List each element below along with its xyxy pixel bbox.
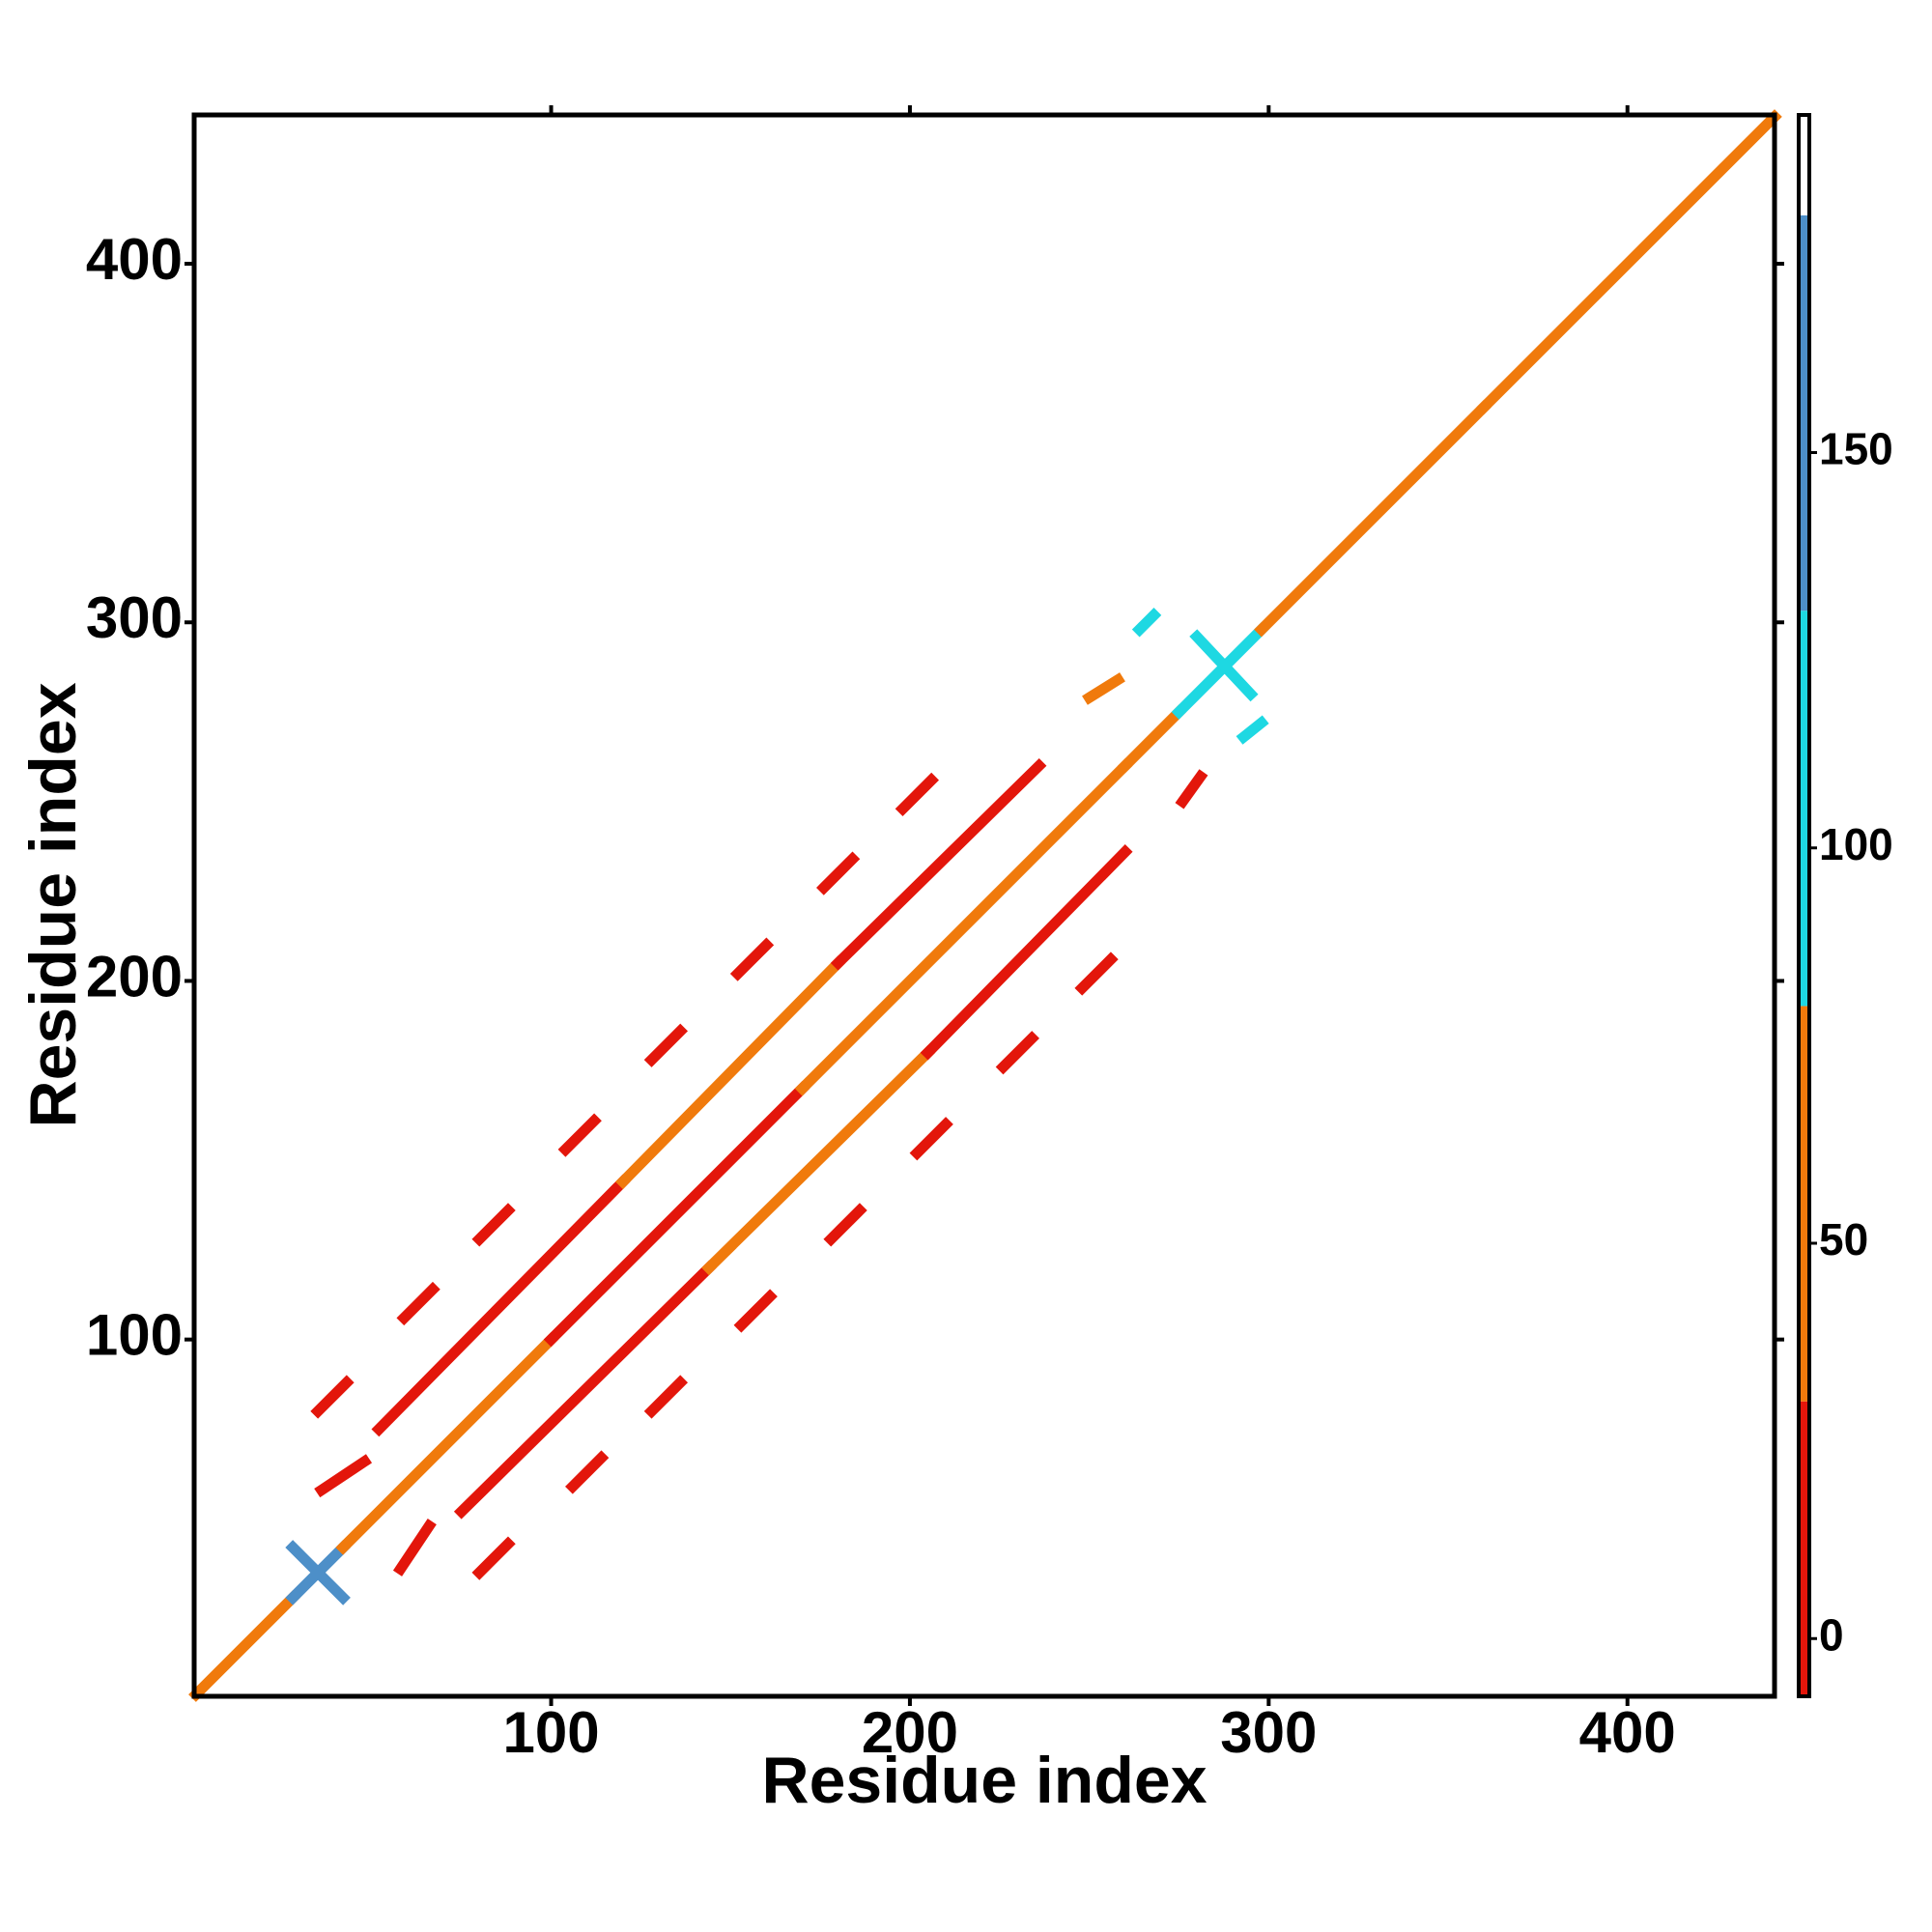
contact-segment — [310, 1375, 355, 1419]
x-axis-title: Residue index — [761, 1744, 1207, 1817]
x-tick-label: 200 — [862, 1700, 958, 1765]
contact-segment — [1131, 608, 1162, 638]
contact-segment — [1476, 109, 1782, 415]
x-tick-label: 300 — [1220, 1700, 1317, 1765]
colorbar-segment — [1799, 115, 1809, 215]
contact-segment — [643, 1375, 689, 1419]
contact-segment — [823, 1203, 867, 1247]
contact-segment — [995, 1031, 1039, 1075]
contact-segment — [188, 1590, 300, 1702]
contact-segment — [557, 1113, 602, 1157]
colorbar-segment — [1799, 611, 1809, 1007]
contact-segment — [314, 1454, 373, 1498]
contact-segment — [1074, 952, 1119, 996]
x-tick-label: 400 — [1579, 1700, 1676, 1765]
contact-segment — [1236, 715, 1269, 745]
contact-segment — [335, 1331, 559, 1555]
contact-segment — [453, 1260, 717, 1520]
colorbar-tick-label: 0 — [1819, 1609, 1844, 1660]
y-axis-title: Residue index — [16, 682, 90, 1127]
contact-segment — [701, 1044, 936, 1276]
contact-segment — [471, 1203, 516, 1247]
contact-segment — [909, 1117, 953, 1161]
contact-segment — [1175, 769, 1208, 810]
colorbar-tick-label: 50 — [1819, 1214, 1868, 1264]
contact-segment — [371, 1174, 631, 1437]
colorbar-segment — [1799, 1006, 1809, 1402]
contact-segment — [895, 772, 939, 817]
contact-segment — [543, 1081, 810, 1348]
colorbar-segment — [1799, 1401, 1809, 1696]
contact-segment — [615, 955, 846, 1190]
contact-segment — [643, 1023, 689, 1067]
contact-segment — [733, 1289, 778, 1333]
contact-segment — [285, 1540, 351, 1605]
contact-segment — [920, 844, 1133, 1061]
contact-segment — [392, 1519, 437, 1577]
contact-segment — [565, 1450, 610, 1494]
plot-frame — [191, 112, 1777, 1699]
contact-segment — [816, 851, 861, 895]
contact-segment — [729, 937, 775, 981]
contact-segment — [830, 757, 1047, 971]
colorbar-tick-label: 150 — [1819, 424, 1893, 474]
y-tick-label: 400 — [86, 227, 183, 292]
contact-segment — [1254, 399, 1492, 638]
y-tick-label: 100 — [86, 1302, 183, 1367]
contact-segment — [1117, 704, 1187, 774]
colorbar-tick-label: 100 — [1819, 819, 1893, 869]
y-tick-label: 300 — [86, 585, 183, 650]
colorbar-frame — [1797, 113, 1811, 1698]
contact-segment — [794, 757, 1133, 1096]
y-tick-label: 200 — [86, 944, 183, 1009]
x-tick-label: 100 — [502, 1700, 599, 1765]
colorbar-segment — [1799, 214, 1809, 611]
contact-segment — [471, 1536, 516, 1580]
contact-segment — [1171, 621, 1269, 720]
contact-segment — [1189, 629, 1259, 702]
contact-segment — [1082, 672, 1125, 705]
contact-segment — [396, 1281, 440, 1326]
